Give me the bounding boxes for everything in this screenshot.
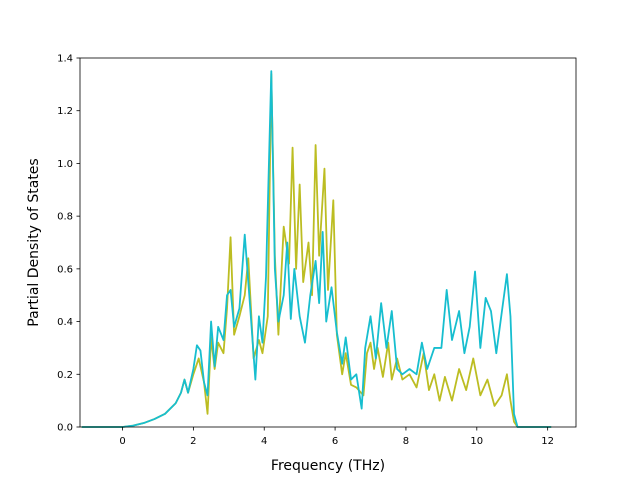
y-axis-label: Partial Density of States <box>26 158 42 326</box>
x-tick-label: 12 <box>541 436 554 447</box>
x-tick-label: 2 <box>190 436 196 447</box>
y-tick-label: 0.6 <box>57 264 73 275</box>
series-line-2 <box>81 70 552 428</box>
axes-frame <box>79 57 577 428</box>
x-tick-label: 4 <box>261 436 267 447</box>
y-axis-ticks: 0.0 0.2 0.4 0.6 0.8 1.0 1.2 1.4 <box>57 54 80 434</box>
x-axis-ticks: 0 2 4 6 8 10 12 <box>119 427 554 447</box>
y-tick-label: 0.0 <box>57 423 73 434</box>
series-line-1 <box>81 72 552 428</box>
y-tick-label: 1.2 <box>57 106 73 117</box>
y-tick-label: 1.4 <box>57 54 73 65</box>
plot-lines <box>81 70 552 428</box>
y-tick-label: 0.2 <box>57 370 73 381</box>
x-tick-label: 6 <box>332 436 338 447</box>
x-axis-label: Frequency (THz) <box>271 458 385 474</box>
y-tick-label: 1.0 <box>57 159 73 170</box>
x-tick-label: 0 <box>119 436 125 447</box>
x-tick-label: 10 <box>470 436 483 447</box>
x-tick-label: 8 <box>403 436 409 447</box>
y-tick-label: 0.4 <box>57 317 73 328</box>
y-tick-label: 0.8 <box>57 212 73 223</box>
